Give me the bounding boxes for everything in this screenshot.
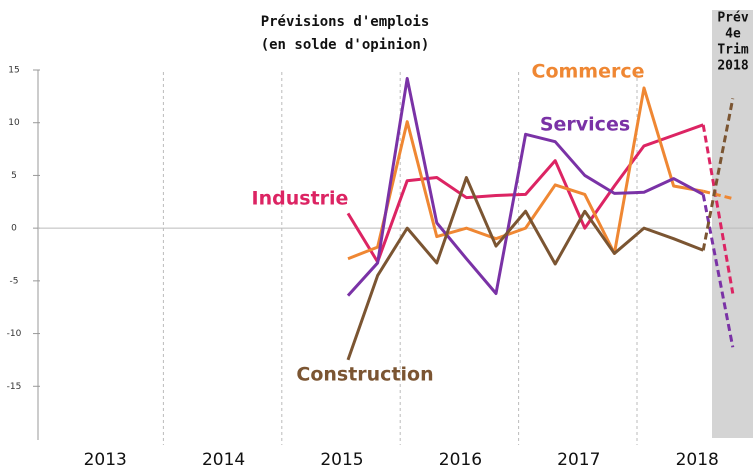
x-tick-label: 2018 <box>676 450 719 470</box>
series-line <box>347 86 704 261</box>
chart-subtitle: (en solde d'opinion) <box>261 37 430 53</box>
forecast-line <box>701 98 735 251</box>
series-label: Construction <box>296 364 433 386</box>
forecast-line <box>701 124 735 294</box>
series-line <box>346 176 704 361</box>
forecast-band <box>712 10 753 438</box>
forecast-label: Trim <box>717 43 748 58</box>
x-tick-label: 2015 <box>320 450 363 470</box>
y-tick-label: -15 <box>7 382 22 392</box>
y-tick-label: -5 <box>10 276 19 286</box>
forecast-line <box>701 194 735 348</box>
series-label: Services <box>540 114 630 136</box>
series-label: Commerce <box>532 61 645 83</box>
x-tick-label: 2016 <box>439 450 482 470</box>
series-line <box>346 76 704 297</box>
x-tick-label: 2013 <box>84 450 127 470</box>
chart-title: Prévisions d'emplois <box>261 14 430 30</box>
y-tick-label: -10 <box>7 329 22 339</box>
series-label: Industrie <box>252 188 349 210</box>
x-tick-label: 2014 <box>202 450 245 470</box>
series-line <box>346 123 704 264</box>
forecast-label: Prév <box>717 11 748 26</box>
y-tick-label: 15 <box>8 66 19 76</box>
y-tick-label: 10 <box>8 118 20 128</box>
forecast-line <box>702 189 734 201</box>
y-tick-label: 0 <box>11 224 17 234</box>
forecast-label: 4e <box>725 27 741 42</box>
x-tick-label: 2017 <box>557 450 600 470</box>
y-tick-label: 5 <box>11 171 17 181</box>
forecast-label: 2018 <box>717 59 748 74</box>
